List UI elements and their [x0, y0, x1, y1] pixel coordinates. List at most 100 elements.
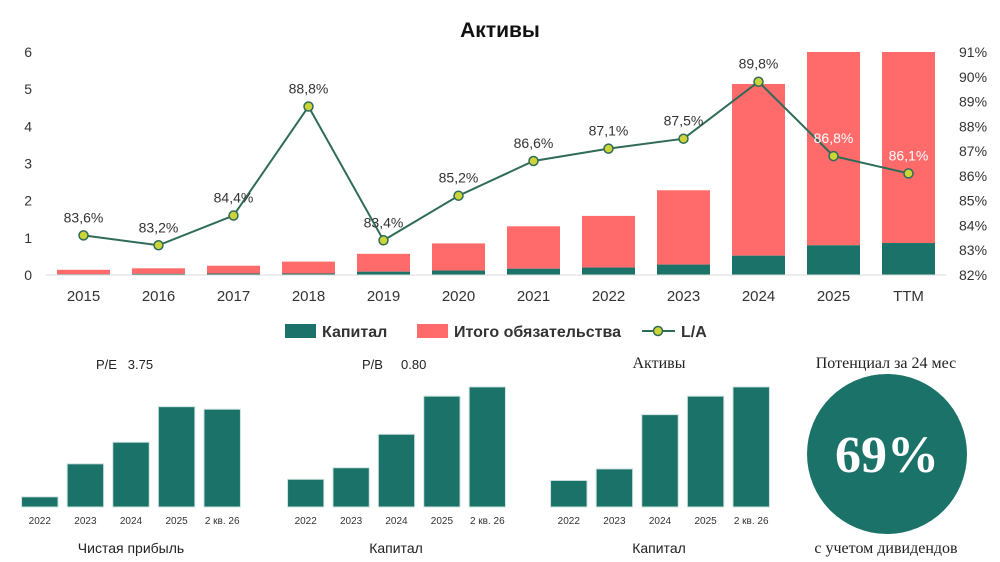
bar-liabilities-2017: [207, 265, 260, 274]
mini-chart-pe-x-axis: 2022 2023 2024 2025 2 кв. 26: [29, 516, 240, 527]
la-point-2021: [528, 155, 539, 167]
left-tick-label: 5: [24, 81, 32, 97]
mini-bar-2022: [21, 496, 59, 508]
la-label-2023: 87,5%: [664, 113, 704, 129]
mini-bar-2024: [112, 441, 150, 508]
mini-chart-assets-caption: Капитал: [632, 540, 686, 556]
mini-bar-2-кв-26: [468, 386, 506, 508]
x-tick-label: 2015: [67, 288, 100, 305]
right-tick-label: 83%: [959, 242, 987, 258]
mini-bar-2022: [550, 479, 588, 508]
x-tick-label: 2020: [442, 288, 475, 305]
x-tick-label: TTM: [893, 288, 924, 305]
mini-chart-pe-caption: Чистая прибыль: [78, 540, 184, 556]
bar-kapital-ttm: [882, 243, 935, 275]
mini-x-tick-label: 2025: [694, 516, 717, 527]
mini-chart-assets: Активы 2022 2023 2024 2025 2 кв. 26 Капитал: [550, 355, 770, 556]
mini-chart-pb-caption: Капитал: [369, 540, 423, 556]
bar-liabilities-2021: [507, 226, 560, 269]
bar-kapital-2018: [282, 273, 335, 275]
bar-kapital-2017: [207, 273, 260, 275]
mini-x-tick-label: 2022: [29, 516, 52, 527]
bar-kapital-2023: [657, 264, 710, 275]
bar-kapital-2016: [132, 273, 185, 275]
right-tick-label: 84%: [959, 217, 987, 233]
la-line: [83, 80, 909, 247]
x-tick-label: 2017: [217, 288, 250, 305]
bar-liabilities-2020: [432, 243, 485, 271]
x-tick-label: 2016: [142, 288, 175, 305]
mini-chart-assets-title: Активы: [633, 355, 686, 372]
bar-liabilities-ttm: [882, 52, 935, 244]
mini-chart-assets-x-axis: 2022 2023 2024 2025 2 кв. 26: [558, 516, 769, 527]
main-chart: Активы 0 1 2 3 4 5 6 82% 83% 84% 85% 86% 87% 88% 89% 9…: [24, 19, 987, 341]
bar-liabilities-2024: [732, 83, 785, 256]
mini-bar-2024: [377, 433, 416, 508]
potential-value: 69%: [835, 427, 939, 484]
la-point-2024: [753, 76, 764, 87]
la-point-2017: [228, 210, 239, 221]
mini-x-tick-label: 2023: [340, 516, 363, 527]
bar-liabilities-2015: [57, 269, 110, 275]
potential-caption: с учетом дивидендов: [814, 540, 958, 557]
left-tick-label: 4: [24, 118, 32, 134]
la-label-2018: 88,8%: [289, 81, 329, 97]
legend-label-la: L/A: [681, 324, 707, 341]
mini-bar-2024: [641, 414, 679, 508]
la-point-2018: [303, 101, 314, 112]
mini-x-tick-label: 2024: [385, 516, 408, 527]
bar-liabilities-2016: [132, 268, 185, 274]
mini-x-tick-label: 2023: [74, 516, 97, 527]
la-point-2022: [603, 143, 614, 154]
mini-chart-pb-bars: [287, 386, 506, 508]
stacked-bars: [57, 52, 935, 275]
legend-swatch-kapital: [285, 324, 316, 338]
la-label-2024: 89,8%: [739, 56, 779, 72]
bar-kapital-2025: [807, 245, 860, 275]
right-tick-label: 86%: [959, 168, 987, 184]
legend-label-kapital: Капитал: [322, 324, 387, 341]
x-tick-label: 2019: [367, 288, 400, 305]
bar-liabilities-2018: [282, 261, 335, 274]
la-label-2022: 87,1%: [589, 123, 629, 139]
mini-x-tick-label: 2022: [558, 516, 581, 527]
left-tick-label: 3: [24, 156, 32, 172]
mini-chart-pe: P/E 3.75 2022 2023 2024 2025 2 кв. 26 Чистая…: [21, 357, 241, 556]
x-tick-label: 2021: [517, 288, 550, 305]
mini-chart-pb: P/B 0.80 2022 2023 2024 2025 2 кв. 26 Капита…: [287, 357, 506, 556]
mini-x-tick-label: 2 кв. 26: [470, 516, 505, 527]
mini-x-tick-label: 2025: [165, 516, 188, 527]
right-tick-label: 89%: [959, 94, 987, 110]
main-chart-title: Активы: [460, 19, 540, 42]
mini-chart-assets-bars: [550, 386, 770, 508]
mini-x-tick-label: 2023: [603, 516, 626, 527]
right-tick-label: 90%: [959, 69, 987, 85]
mini-x-tick-label: 2 кв. 26: [734, 516, 769, 527]
left-tick-label: 2: [24, 193, 32, 209]
x-tick-label: 2018: [292, 288, 325, 305]
la-point-2016: [153, 240, 164, 251]
mini-bar-2-кв-26: [203, 408, 241, 508]
la-line-series: 83,6% 83,2% 84,4% 88,8% 83,4% 85,2% 86,6% 87,1%…: [64, 56, 929, 251]
la-label-2016: 83,2%: [139, 219, 179, 235]
la-label-ttm: 86,1%: [889, 147, 929, 163]
right-tick-label: 88%: [959, 118, 987, 134]
mini-bar-2023: [332, 467, 370, 508]
mini-bar-2023: [66, 463, 105, 508]
x-tick-label: 2025: [817, 288, 850, 305]
left-tick-label: 0: [24, 267, 32, 283]
mini-bar-2-кв-26: [732, 386, 770, 508]
x-axis: 2015 2016 2017 2018 2019 2020 2021 2022 2023 2024…: [67, 288, 924, 305]
right-tick-label: 82%: [959, 267, 987, 283]
left-axis: 0 1 2 3 4 5 6: [24, 44, 32, 283]
la-point-2015: [78, 230, 89, 241]
bar-kapital-2024: [732, 255, 785, 275]
mini-bar-2023: [595, 468, 634, 508]
la-label-2015: 83,6%: [64, 209, 104, 225]
potential-circle: [807, 374, 967, 534]
la-label-2025: 86,8%: [814, 130, 854, 146]
mini-bar-2025: [157, 406, 196, 508]
x-tick-label: 2022: [592, 288, 625, 305]
la-point-2020: [453, 190, 464, 201]
